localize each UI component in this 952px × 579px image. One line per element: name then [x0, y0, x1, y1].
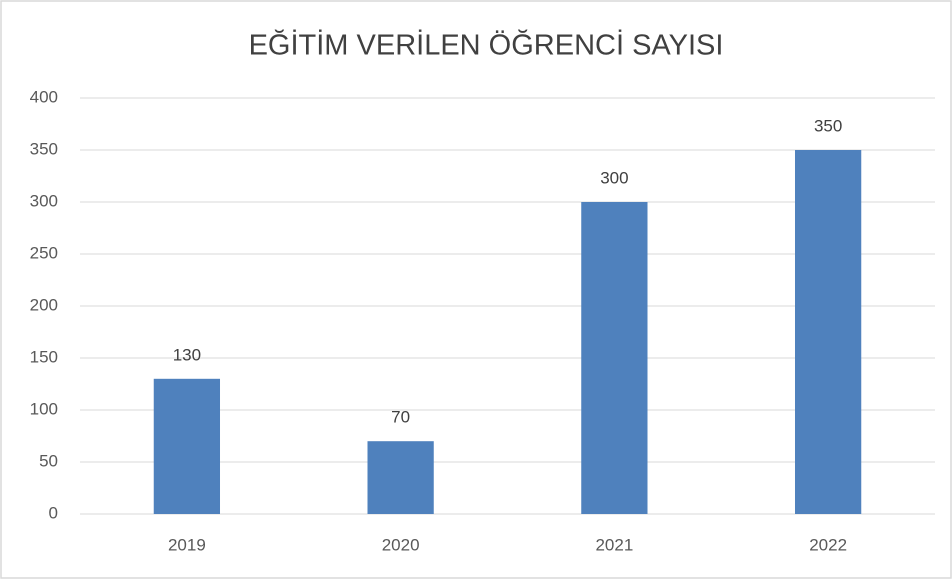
data-label: 130 [173, 345, 201, 364]
y-tick-label: 200 [30, 295, 58, 314]
y-tick-label: 300 [30, 191, 58, 210]
x-tick-label: 2021 [595, 535, 633, 554]
data-label: 300 [600, 168, 628, 187]
y-tick-label: 350 [30, 139, 58, 158]
y-tick-label: 100 [30, 399, 58, 418]
y-tick-label: 50 [39, 451, 58, 470]
x-tick-label: 2020 [382, 535, 420, 554]
data-label: 350 [814, 116, 842, 135]
x-tick-label: 2022 [809, 535, 847, 554]
data-label: 70 [391, 408, 410, 427]
y-tick-label: 250 [30, 243, 58, 262]
x-tick-label: 2019 [168, 535, 206, 554]
bar [581, 202, 648, 514]
y-tick-label: 150 [30, 347, 58, 366]
y-tick-label: 400 [30, 87, 58, 106]
y-tick-label: 0 [49, 503, 58, 522]
chart-title: EĞİTİM VERİLEN ÖĞRENCİ SAYISI [249, 29, 724, 62]
bar [367, 441, 434, 514]
bar [794, 150, 862, 514]
bar [153, 378, 221, 514]
